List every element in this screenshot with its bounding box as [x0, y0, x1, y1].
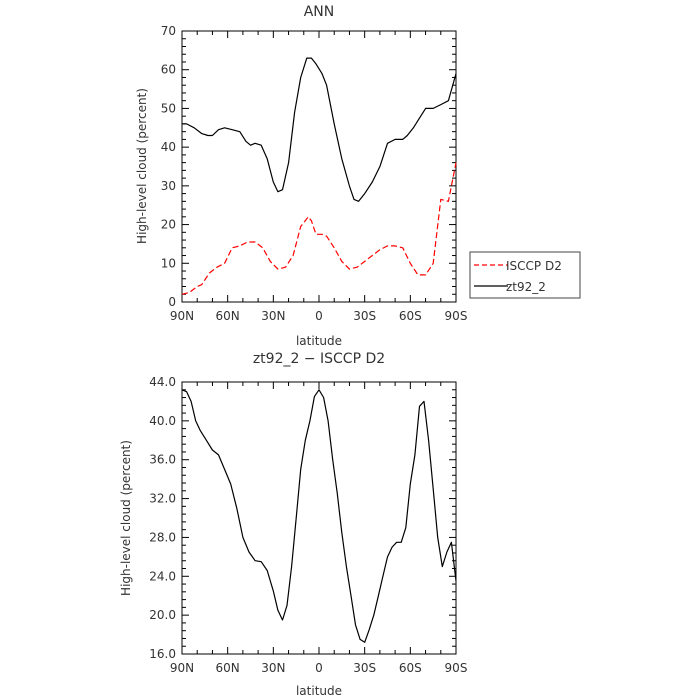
top-panel-x-axis-label: latitude: [296, 334, 342, 348]
bottom-plot-frame: [181, 381, 457, 655]
top-panel: ANN 90N 60N 30N 0 30S 60S 90S 0 10 20 30 40 50 60 70 H…: [135, 4, 581, 348]
bottom-x-tick-label: 90N: [170, 661, 194, 675]
top-x-tick-label: 30S: [353, 309, 376, 323]
bottom-y-tick-label: 28.0: [149, 530, 176, 544]
bottom-x-tick-label: 60S: [399, 661, 422, 675]
top-x-tick-label: 60N: [216, 309, 240, 323]
top-x-tick-label: 0: [315, 309, 323, 323]
bottom-x-tick-label: 30N: [261, 661, 285, 675]
top-y-tick-label: 70: [161, 24, 176, 38]
bottom-y-tick-label: 40.0: [149, 414, 176, 428]
series-line-zt92-2: [182, 57, 457, 202]
top-panel-y-axis-label: High-level cloud (percent): [135, 88, 149, 244]
top-y-tick-label: 20: [161, 218, 176, 232]
legend-label-isccp-d2: ISCCP D2: [506, 259, 562, 273]
top-y-tick-label: 40: [161, 140, 176, 154]
bottom-y-tick-label: 20.0: [149, 608, 176, 622]
bottom-x-tick-label: 30S: [353, 661, 376, 675]
bottom-x-tick-label: 90S: [445, 661, 468, 675]
bottom-y-tick-label: 44.0: [149, 375, 176, 389]
legend-label-zt92-2: zt92_2: [506, 280, 546, 294]
legend: ISCCP D2 zt92_2: [469, 251, 581, 299]
bottom-y-tick-label: 36.0: [149, 453, 176, 467]
legend-box: [469, 251, 581, 299]
bottom-y-tick-label: 32.0: [149, 492, 176, 506]
bottom-y-tick-label: 24.0: [149, 569, 176, 583]
bottom-x-tick-label: 60N: [216, 661, 240, 675]
bottom-panel-y-axis-label: High-level cloud (percent): [119, 440, 133, 596]
top-x-tick-label: 90N: [170, 309, 194, 323]
top-x-tick-label: 90S: [445, 309, 468, 323]
bottom-panel-title: zt92_2 − ISCCP D2: [253, 351, 385, 367]
bottom-panel: zt92_2 − ISCCP D2 90N 60N 30N 0 30S 60S 90S 16.…: [119, 351, 467, 698]
top-y-tick-label: 10: [161, 256, 176, 270]
bottom-y-tick-label: 16.0: [149, 647, 176, 661]
bottom-difference-line: [181, 389, 457, 643]
top-y-tick-label: 60: [161, 63, 176, 77]
top-panel-title: ANN: [304, 4, 335, 20]
top-y-tick-label: 50: [161, 101, 176, 115]
top-x-tick-label: 60S: [399, 309, 422, 323]
series-line-isccp-d2: [181, 162, 457, 295]
top-y-tick-label: 30: [161, 179, 176, 193]
top-plot-frame: [181, 30, 457, 303]
bottom-x-tick-label: 0: [315, 661, 323, 675]
bottom-panel-x-axis-label: latitude: [296, 684, 342, 698]
top-y-tick-label: 0: [168, 295, 176, 309]
top-x-tick-label: 30N: [261, 309, 285, 323]
